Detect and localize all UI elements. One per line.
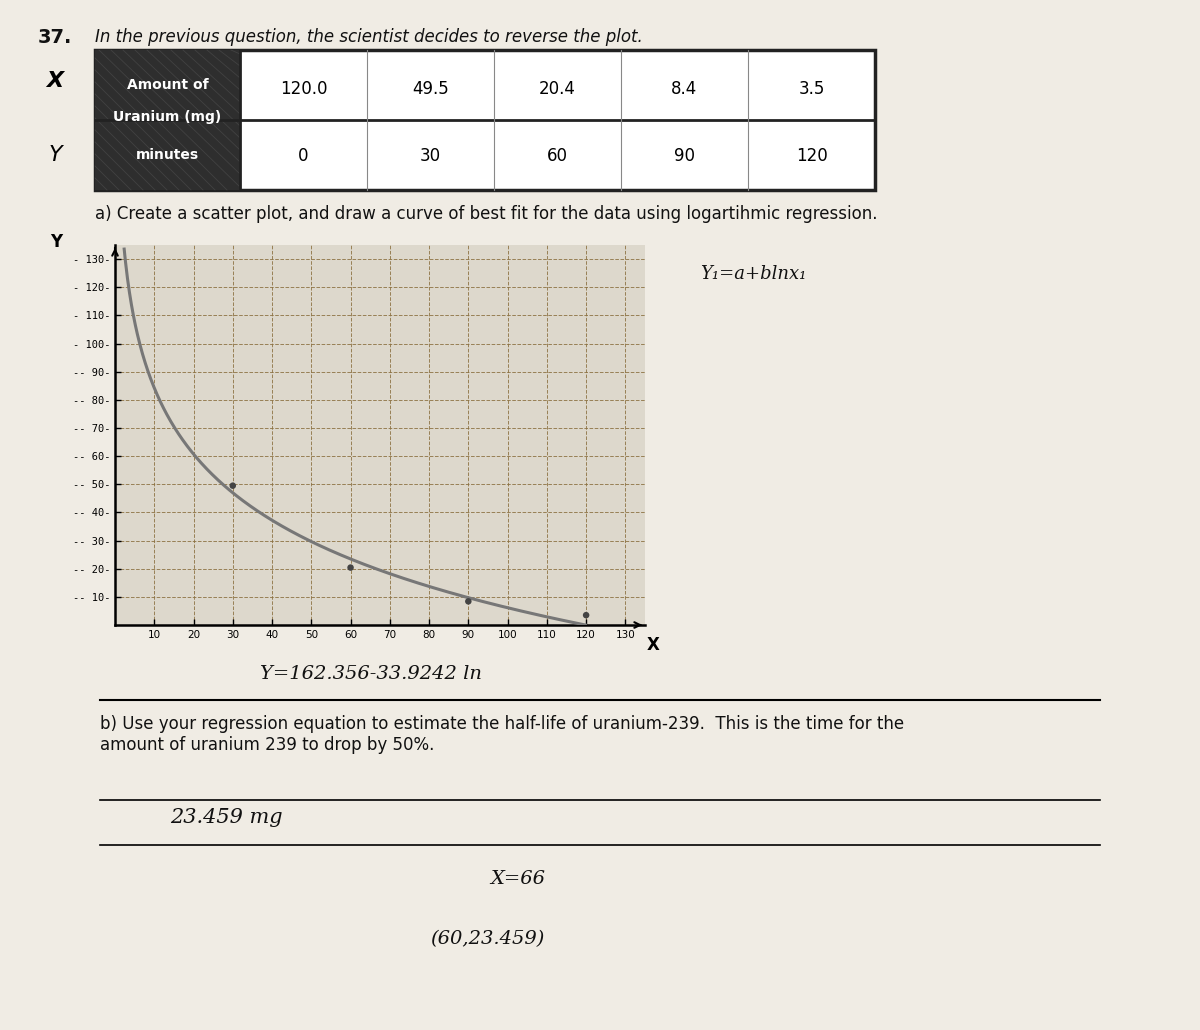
- Text: Y₁=a+blnx₁: Y₁=a+blnx₁: [700, 265, 806, 283]
- Text: In the previous question, the scientist decides to reverse the plot.: In the previous question, the scientist …: [95, 28, 643, 46]
- Text: minutes: minutes: [136, 148, 199, 162]
- Text: a) Create a scatter plot, and draw a curve of best fit for the data using logart: a) Create a scatter plot, and draw a cur…: [95, 205, 877, 224]
- Text: 20.4: 20.4: [539, 80, 576, 98]
- Point: [341, 559, 360, 576]
- Text: 23.459 mg: 23.459 mg: [170, 808, 283, 827]
- Text: X: X: [47, 71, 64, 91]
- Text: 120: 120: [796, 147, 827, 166]
- Text: Y=162.356-33.9242 ln: Y=162.356-33.9242 ln: [260, 665, 482, 683]
- Text: 49.5: 49.5: [412, 80, 449, 98]
- Point: [576, 607, 595, 623]
- Bar: [95, 50, 875, 190]
- Point: [223, 478, 242, 494]
- Text: (60,23.459): (60,23.459): [430, 930, 545, 948]
- Text: 8.4: 8.4: [671, 80, 697, 98]
- Point: [458, 593, 478, 610]
- Text: 30: 30: [420, 147, 442, 166]
- Bar: [95, 50, 240, 190]
- Text: 120.0: 120.0: [280, 80, 328, 98]
- Text: X: X: [647, 636, 659, 654]
- Text: 37.: 37.: [38, 28, 72, 47]
- Text: b) Use your regression equation to estimate the half-life of uranium-239.  This : b) Use your regression equation to estim…: [100, 715, 904, 754]
- Text: 90: 90: [674, 147, 695, 166]
- Text: 60: 60: [547, 147, 568, 166]
- Text: 0: 0: [299, 147, 308, 166]
- Text: X=66: X=66: [490, 870, 545, 888]
- Bar: [95, 50, 240, 190]
- Text: Y: Y: [50, 233, 62, 251]
- Text: Y: Y: [48, 145, 62, 165]
- Text: Uranium (mg): Uranium (mg): [113, 110, 222, 125]
- Text: Amount of: Amount of: [127, 78, 209, 92]
- Text: 3.5: 3.5: [798, 80, 824, 98]
